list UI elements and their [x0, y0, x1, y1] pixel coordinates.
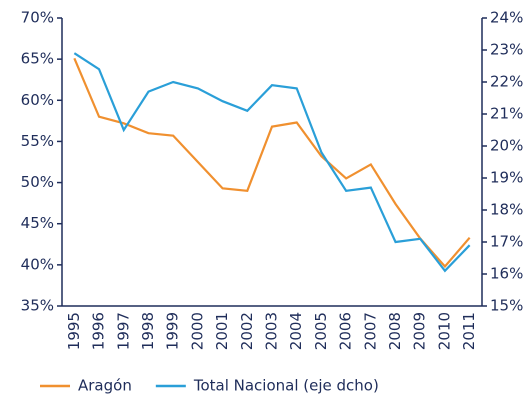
- y2-tick-label: 15%: [490, 297, 523, 315]
- x-tick-label: 1998: [139, 312, 157, 350]
- x-tick-label: 2006: [337, 312, 355, 350]
- x-tick-label: 2004: [287, 312, 305, 350]
- x-tick-label: 2010: [435, 312, 453, 350]
- legend-label: Aragón: [78, 377, 132, 395]
- legend-label: Total Nacional (eje dcho): [193, 377, 379, 395]
- y2-tick-label: 19%: [490, 169, 523, 187]
- y-tick-label: 60%: [21, 91, 54, 109]
- y2-tick-label: 20%: [490, 137, 523, 155]
- y2-tick-label: 18%: [490, 201, 523, 219]
- y-tick-label: 40%: [21, 255, 54, 273]
- x-tick-label: 2009: [411, 312, 429, 350]
- x-tick-label: 2005: [312, 312, 330, 350]
- x-tick-label: 2000: [188, 312, 206, 350]
- y2-tick-label: 16%: [490, 265, 523, 283]
- y-tick-label: 50%: [21, 173, 54, 191]
- x-tick-label: 2003: [263, 312, 281, 350]
- y2-tick-label: 23%: [490, 41, 523, 59]
- y2-tick-label: 17%: [490, 233, 523, 251]
- y-tick-label: 55%: [21, 132, 54, 150]
- y2-tick-label: 24%: [490, 9, 523, 27]
- x-tick-label: 2008: [386, 312, 404, 350]
- y-tick-label: 45%: [21, 214, 54, 232]
- x-tick-label: 1997: [114, 312, 132, 350]
- y-tick-label: 35%: [21, 297, 54, 315]
- x-tick-label: 2001: [213, 312, 231, 350]
- x-tick-label: 2007: [361, 312, 379, 350]
- x-tick-label: 1999: [164, 312, 182, 350]
- series-line: [73, 57, 471, 269]
- series-line: [73, 52, 471, 273]
- y2-tick-label: 22%: [490, 73, 523, 91]
- x-tick-label: 2002: [238, 312, 256, 350]
- y2-tick-label: 21%: [490, 105, 523, 123]
- x-tick-label: 2011: [460, 312, 478, 350]
- x-tick-label: 1996: [90, 312, 108, 350]
- y-tick-label: 65%: [21, 50, 54, 68]
- x-tick-label: 1995: [65, 312, 83, 350]
- y-tick-label: 70%: [21, 9, 54, 27]
